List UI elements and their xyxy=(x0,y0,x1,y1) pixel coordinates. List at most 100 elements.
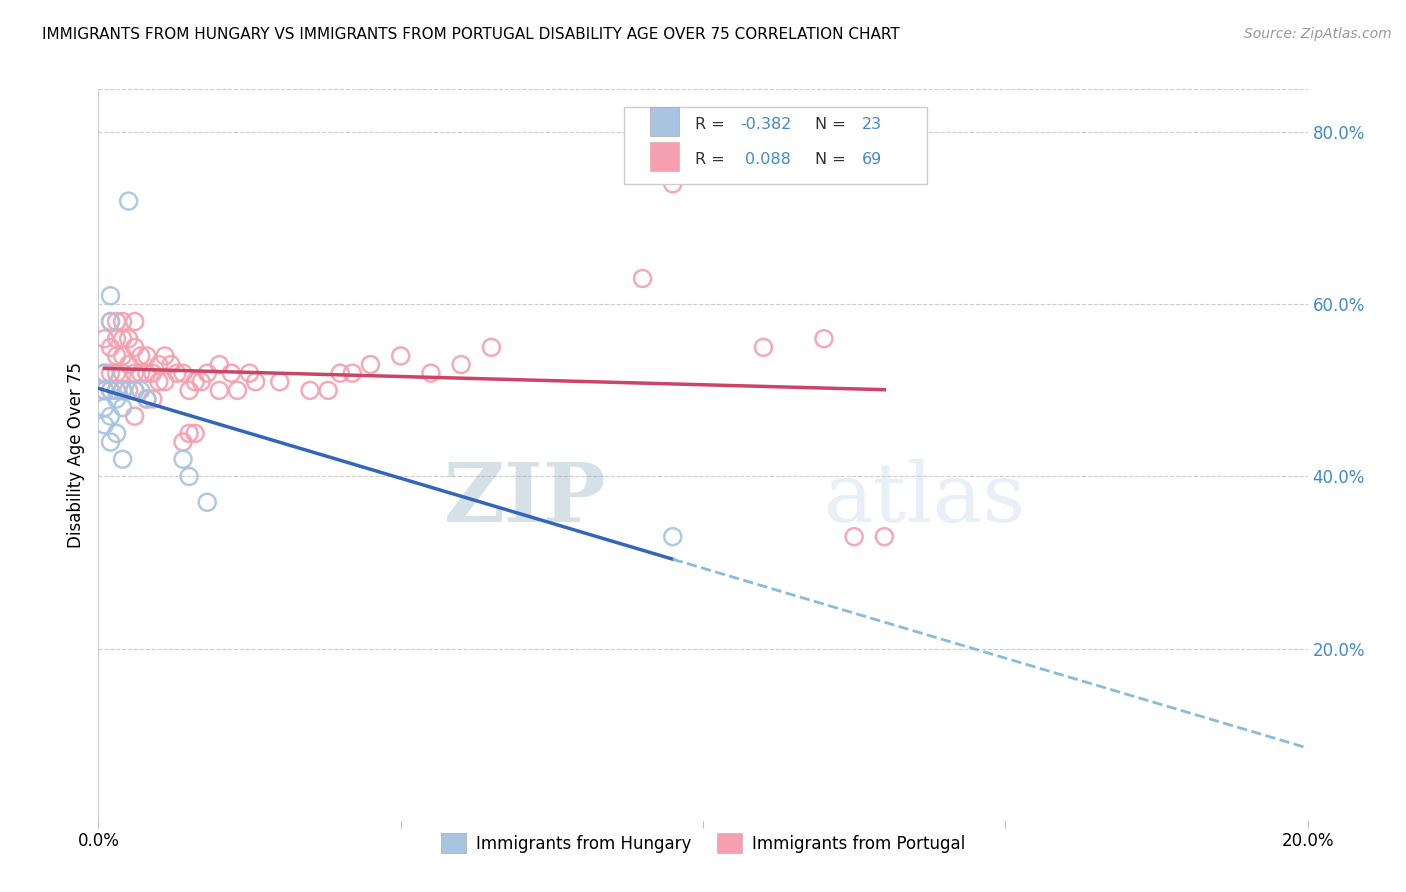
Point xyxy=(481,340,503,354)
Point xyxy=(124,409,146,424)
Point xyxy=(100,314,122,328)
Point xyxy=(111,384,134,398)
Point xyxy=(172,452,194,467)
Text: ZIP: ZIP xyxy=(444,458,606,539)
Point xyxy=(752,340,775,354)
Point xyxy=(142,366,165,380)
Point xyxy=(195,495,218,509)
Point xyxy=(118,384,141,398)
Point xyxy=(93,366,115,380)
Point xyxy=(100,289,122,303)
Point xyxy=(105,332,128,346)
Legend: Immigrants from Hungary, Immigrants from Portugal: Immigrants from Hungary, Immigrants from… xyxy=(434,826,972,860)
Point xyxy=(226,384,249,398)
Point xyxy=(105,426,128,441)
Text: atlas: atlas xyxy=(824,458,1026,539)
Point xyxy=(100,366,122,380)
Point xyxy=(111,349,134,363)
Point xyxy=(172,366,194,380)
Point xyxy=(118,194,141,208)
Point xyxy=(135,392,157,406)
Point xyxy=(389,349,412,363)
Text: 23: 23 xyxy=(862,117,882,132)
Text: Source: ZipAtlas.com: Source: ZipAtlas.com xyxy=(1244,27,1392,41)
Point xyxy=(105,392,128,406)
Point xyxy=(450,358,472,372)
Point xyxy=(148,358,170,372)
Point xyxy=(93,384,115,398)
FancyBboxPatch shape xyxy=(650,142,679,171)
Text: IMMIGRANTS FROM HUNGARY VS IMMIGRANTS FROM PORTUGAL DISABILITY AGE OVER 75 CORRE: IMMIGRANTS FROM HUNGARY VS IMMIGRANTS FR… xyxy=(42,27,900,42)
Point xyxy=(245,375,267,389)
Point xyxy=(111,314,134,328)
Text: N =: N = xyxy=(815,152,846,167)
Point xyxy=(135,392,157,406)
Point xyxy=(129,349,152,363)
Text: -0.382: -0.382 xyxy=(741,117,792,132)
FancyBboxPatch shape xyxy=(624,108,927,185)
FancyBboxPatch shape xyxy=(650,107,679,136)
Text: 69: 69 xyxy=(862,152,882,167)
Point xyxy=(813,332,835,346)
Point xyxy=(105,314,128,328)
Point xyxy=(118,358,141,372)
Point xyxy=(184,375,207,389)
Point xyxy=(124,340,146,354)
Text: R =: R = xyxy=(695,117,724,132)
Point xyxy=(105,384,128,398)
Point xyxy=(129,384,152,398)
Point xyxy=(844,530,866,544)
Point xyxy=(129,366,152,380)
Text: N =: N = xyxy=(815,117,846,132)
Point xyxy=(100,435,122,450)
Point xyxy=(124,384,146,398)
Point xyxy=(100,314,122,328)
Point xyxy=(342,366,364,380)
Point xyxy=(316,384,339,398)
Point xyxy=(208,358,231,372)
Point xyxy=(179,384,201,398)
Point xyxy=(153,375,176,389)
Point xyxy=(179,469,201,483)
Point xyxy=(420,366,443,380)
Point xyxy=(631,271,654,285)
Point xyxy=(360,358,382,372)
Point xyxy=(100,384,122,398)
Point xyxy=(105,349,128,363)
Text: R =: R = xyxy=(695,152,724,167)
Point xyxy=(239,366,262,380)
Point xyxy=(148,375,170,389)
Point xyxy=(124,314,146,328)
Point xyxy=(135,349,157,363)
Y-axis label: Disability Age Over 75: Disability Age Over 75 xyxy=(66,362,84,548)
Point xyxy=(172,435,194,450)
Point xyxy=(166,366,188,380)
Point xyxy=(184,426,207,441)
Point xyxy=(661,530,683,544)
Point xyxy=(100,340,122,354)
Point xyxy=(105,366,128,380)
Point xyxy=(93,366,115,380)
Point xyxy=(124,366,146,380)
Point xyxy=(221,366,243,380)
Point xyxy=(190,375,212,389)
Point xyxy=(873,530,896,544)
Point xyxy=(124,384,146,398)
Point xyxy=(135,366,157,380)
Point xyxy=(93,417,115,432)
Point xyxy=(153,349,176,363)
Point xyxy=(111,452,134,467)
Point xyxy=(93,384,115,398)
Point xyxy=(208,384,231,398)
Point xyxy=(118,332,141,346)
Point xyxy=(329,366,352,380)
Text: 0.088: 0.088 xyxy=(745,152,792,167)
Point xyxy=(269,375,291,389)
Point xyxy=(142,392,165,406)
Point xyxy=(100,409,122,424)
Point xyxy=(179,426,201,441)
Point xyxy=(299,384,322,398)
Point xyxy=(111,384,134,398)
Point xyxy=(105,384,128,398)
Point xyxy=(160,358,183,372)
